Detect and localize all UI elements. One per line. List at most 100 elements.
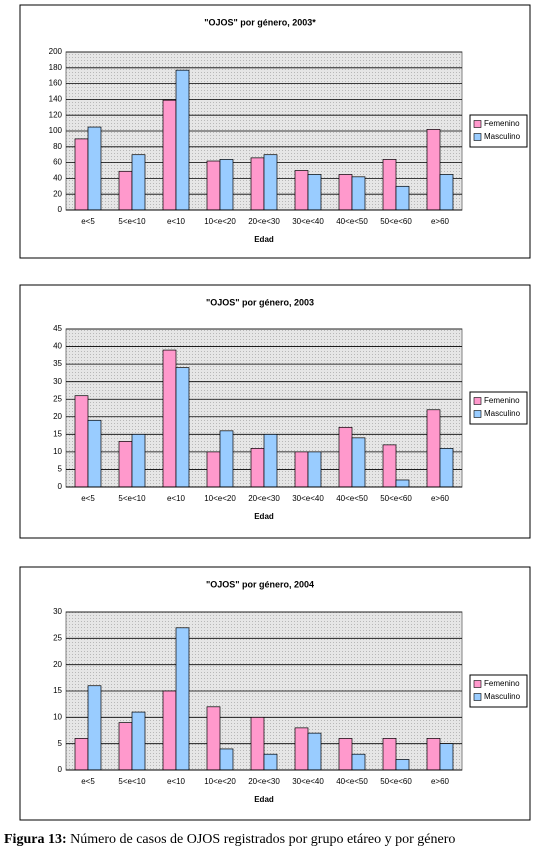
y-tick-label: 30 (53, 377, 62, 386)
y-tick-label: 60 (53, 158, 62, 167)
bar (426, 738, 441, 771)
y-tick-label: 25 (53, 633, 62, 642)
bar (263, 154, 278, 211)
x-tick-label: e<10 (167, 494, 186, 503)
x-tick-label: 30<e<40 (292, 494, 324, 503)
x-tick-label: 50<e<60 (380, 777, 412, 786)
caption-label: Figura 13: (4, 832, 67, 847)
bar (74, 395, 89, 488)
x-tick-label: 50<e<60 (380, 217, 412, 226)
x-axis-label: Edad (254, 512, 274, 521)
bar (162, 690, 177, 771)
bar (175, 627, 190, 771)
legend-label: Masculino (484, 132, 521, 141)
bar (294, 727, 309, 771)
bar (351, 437, 366, 488)
bar (307, 732, 322, 771)
bar (219, 159, 234, 211)
legend-label: Femenino (484, 396, 520, 405)
x-tick-label: e<5 (81, 217, 95, 226)
bar (131, 154, 146, 211)
x-tick-label: 20<e<30 (248, 777, 280, 786)
x-tick-label: 40<e<50 (336, 777, 368, 786)
x-tick-label: e>60 (431, 217, 450, 226)
bar (250, 448, 265, 488)
chart-title: "OJOS" por género, 2003 (206, 297, 314, 307)
legend-label: Femenino (484, 119, 520, 128)
bar (87, 685, 102, 771)
bar (206, 706, 221, 771)
y-tick-label: 140 (49, 95, 63, 104)
x-axis-label: Edad (254, 795, 274, 804)
y-tick-label: 10 (53, 447, 62, 456)
x-tick-label: 5<e<10 (118, 494, 146, 503)
bar (131, 433, 146, 488)
bar (162, 349, 177, 488)
legend-swatch (473, 410, 482, 418)
bar (118, 722, 133, 771)
bar (439, 174, 454, 211)
x-tick-label: e<5 (81, 494, 95, 503)
legend-swatch (473, 120, 482, 128)
legend-label: Masculino (484, 409, 521, 418)
y-tick-label: 160 (49, 79, 63, 88)
bar (175, 367, 190, 488)
x-tick-label: e>60 (431, 777, 450, 786)
y-tick-label: 20 (53, 412, 62, 421)
bar (382, 444, 397, 488)
bar (382, 738, 397, 771)
bar (294, 170, 309, 211)
bar (395, 479, 410, 488)
bar (382, 159, 397, 211)
bar (395, 185, 410, 211)
legend-swatch (473, 133, 482, 141)
bar (351, 176, 366, 211)
bar (219, 748, 234, 771)
x-tick-label: 20<e<30 (248, 494, 280, 503)
legend-swatch (473, 397, 482, 405)
x-tick-label: e>60 (431, 494, 450, 503)
y-tick-label: 10 (53, 712, 62, 721)
bar (175, 69, 190, 211)
y-tick-label: 0 (58, 205, 63, 214)
bar (206, 451, 221, 488)
x-tick-label: e<10 (167, 217, 186, 226)
x-tick-label: 20<e<30 (248, 217, 280, 226)
bar (250, 157, 265, 211)
x-axis-label: Edad (254, 235, 274, 244)
bar (74, 738, 89, 771)
bar (294, 451, 309, 488)
y-tick-label: 120 (49, 110, 63, 119)
bar (263, 433, 278, 488)
y-tick-label: 35 (53, 359, 62, 368)
y-tick-label: 0 (58, 482, 63, 491)
bar (307, 451, 322, 488)
bar (118, 170, 133, 211)
y-tick-label: 5 (58, 465, 63, 474)
bar (439, 448, 454, 488)
y-tick-label: 15 (53, 686, 62, 695)
y-tick-label: 40 (53, 342, 62, 351)
x-tick-label: e<5 (81, 777, 95, 786)
chart-title: "OJOS" por género, 2004 (206, 579, 314, 589)
bar (131, 711, 146, 771)
bar (395, 759, 410, 771)
x-tick-label: 30<e<40 (292, 217, 324, 226)
bar (338, 426, 353, 488)
x-tick-label: 50<e<60 (380, 494, 412, 503)
bar (263, 753, 278, 771)
y-tick-label: 45 (53, 324, 62, 333)
bar (87, 126, 102, 211)
legend-swatch (473, 693, 482, 701)
x-tick-label: 10<e<20 (204, 217, 236, 226)
y-tick-label: 15 (53, 429, 62, 438)
y-tick-label: 200 (49, 47, 63, 56)
bar (74, 138, 89, 211)
legend-label: Femenino (484, 679, 520, 688)
x-tick-label: 10<e<20 (204, 494, 236, 503)
bar (87, 419, 102, 488)
x-tick-label: 5<e<10 (118, 217, 146, 226)
bar (219, 430, 234, 488)
bar (351, 753, 366, 771)
